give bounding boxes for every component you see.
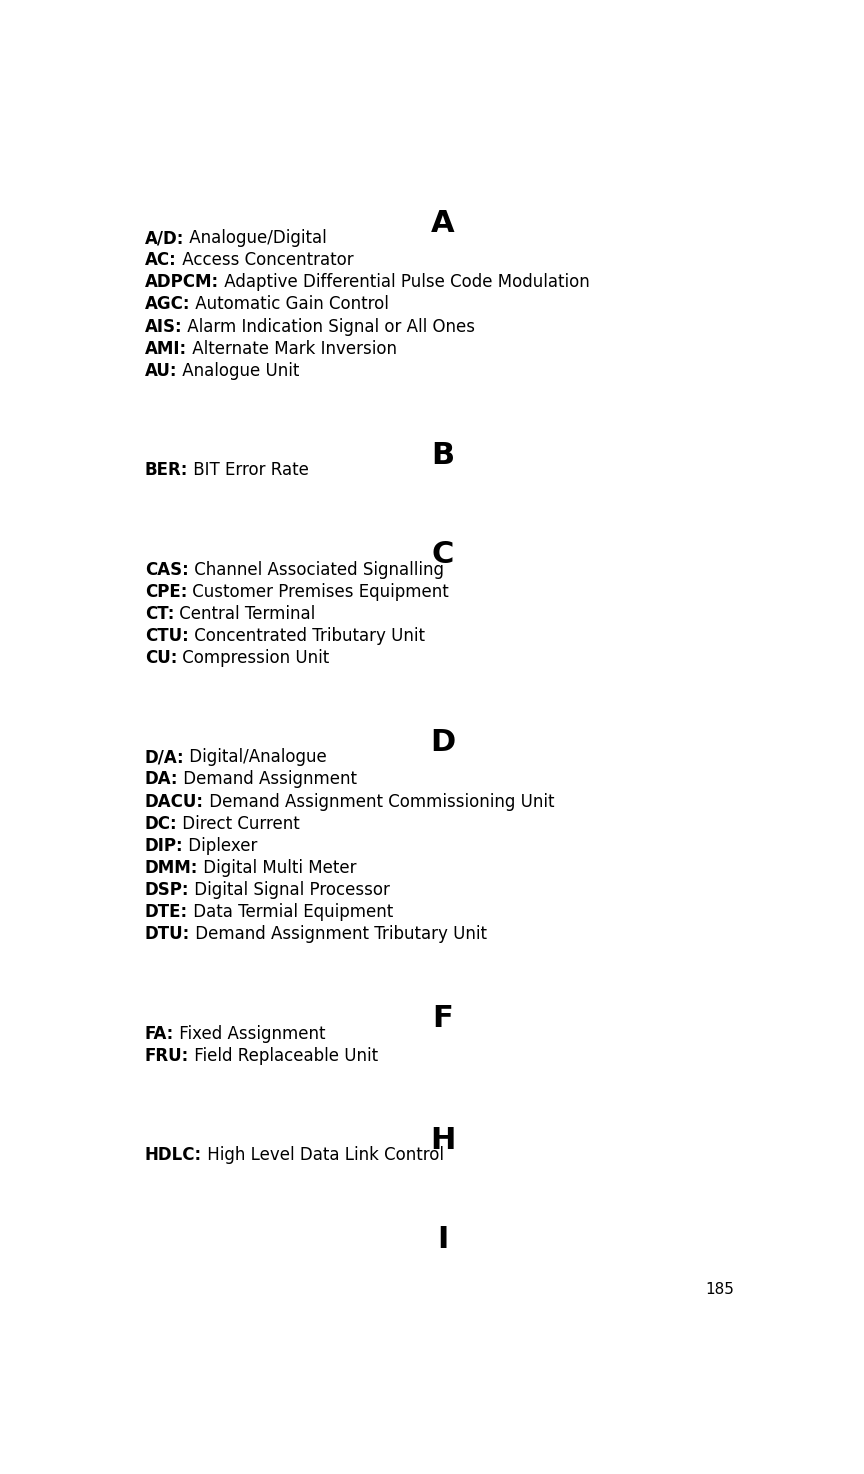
Text: DC:: DC: xyxy=(145,815,177,833)
Text: B: B xyxy=(431,441,454,470)
Text: Demand Assignment Commissioning Unit: Demand Assignment Commissioning Unit xyxy=(204,793,555,811)
Text: Demand Assignment Tributary Unit: Demand Assignment Tributary Unit xyxy=(190,926,487,943)
Text: D/A:: D/A: xyxy=(145,749,184,766)
Text: Digital Multi Meter: Digital Multi Meter xyxy=(198,859,357,877)
Text: BIT Error Rate: BIT Error Rate xyxy=(188,461,309,479)
Text: H: H xyxy=(430,1126,455,1154)
Text: AIS:: AIS: xyxy=(145,317,182,336)
Text: CPE:: CPE: xyxy=(145,582,187,600)
Text: Diplexer: Diplexer xyxy=(183,837,257,855)
Text: DMM:: DMM: xyxy=(145,859,198,877)
Text: Adaptive Differential Pulse Code Modulation: Adaptive Differential Pulse Code Modulat… xyxy=(219,273,590,292)
Text: F: F xyxy=(432,1004,454,1033)
Text: C: C xyxy=(432,539,454,569)
Text: CTU:: CTU: xyxy=(145,626,188,646)
Text: AMI:: AMI: xyxy=(145,339,187,358)
Text: DTU:: DTU: xyxy=(145,926,190,943)
Text: High Level Data Link Control: High Level Data Link Control xyxy=(202,1147,444,1164)
Text: Customer Premises Equipment: Customer Premises Equipment xyxy=(187,582,449,600)
Text: DSP:: DSP: xyxy=(145,881,189,899)
Text: Direct Current: Direct Current xyxy=(177,815,300,833)
Text: Analogue/Digital: Analogue/Digital xyxy=(184,228,327,248)
Text: I: I xyxy=(437,1225,448,1254)
Text: Demand Assignment: Demand Assignment xyxy=(178,771,358,789)
Text: DACU:: DACU: xyxy=(145,793,204,811)
Text: Concentrated Tributary Unit: Concentrated Tributary Unit xyxy=(188,626,424,646)
Text: Digital/Analogue: Digital/Analogue xyxy=(184,749,327,766)
Text: CAS:: CAS: xyxy=(145,560,188,578)
Text: Alarm Indication Signal or All Ones: Alarm Indication Signal or All Ones xyxy=(182,317,475,336)
Text: A/D:: A/D: xyxy=(145,228,184,248)
Text: Central Terminal: Central Terminal xyxy=(175,604,315,624)
Text: CU:: CU: xyxy=(145,649,177,668)
Text: BER:: BER: xyxy=(145,461,188,479)
Text: HDLC:: HDLC: xyxy=(145,1147,202,1164)
Text: Automatic Gain Control: Automatic Gain Control xyxy=(190,295,389,314)
Text: D: D xyxy=(430,728,455,758)
Text: AC:: AC: xyxy=(145,251,176,270)
Text: DTE:: DTE: xyxy=(145,904,188,921)
Text: AU:: AU: xyxy=(145,363,177,380)
Text: Fixed Assignment: Fixed Assignment xyxy=(174,1024,326,1042)
Text: DIP:: DIP: xyxy=(145,837,183,855)
Text: Compression Unit: Compression Unit xyxy=(177,649,329,668)
Text: Field Replaceable Unit: Field Replaceable Unit xyxy=(189,1047,378,1064)
Text: 185: 185 xyxy=(705,1282,734,1297)
Text: FA:: FA: xyxy=(145,1024,174,1042)
Text: CT:: CT: xyxy=(145,604,175,624)
Text: Analogue Unit: Analogue Unit xyxy=(177,363,300,380)
Text: Channel Associated Signalling: Channel Associated Signalling xyxy=(188,560,443,578)
Text: A: A xyxy=(431,209,454,237)
Text: DA:: DA: xyxy=(145,771,178,789)
Text: AGC:: AGC: xyxy=(145,295,190,314)
Text: Digital Signal Processor: Digital Signal Processor xyxy=(189,881,391,899)
Text: Data Termial Equipment: Data Termial Equipment xyxy=(188,904,393,921)
Text: Access Concentrator: Access Concentrator xyxy=(176,251,353,270)
Text: FRU:: FRU: xyxy=(145,1047,189,1064)
Text: Alternate Mark Inversion: Alternate Mark Inversion xyxy=(187,339,397,358)
Text: ADPCM:: ADPCM: xyxy=(145,273,219,292)
